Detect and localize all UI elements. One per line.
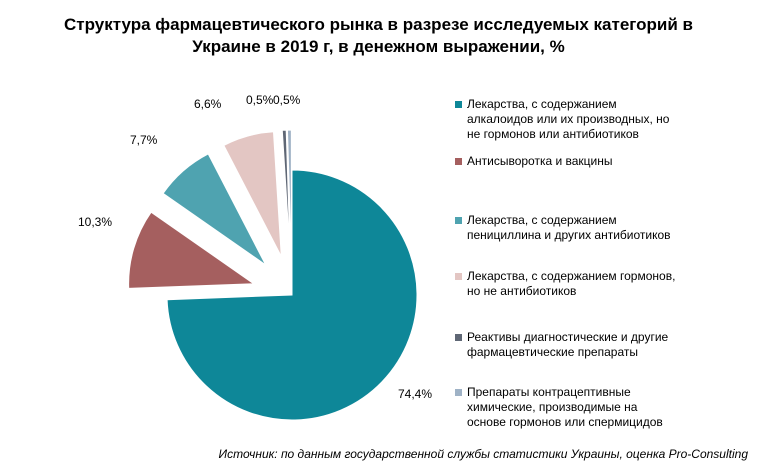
legend-item-4: Лекарства, с содержанием гормонов, но не…: [455, 269, 755, 299]
chart-title: Структура фармацевтического рынка в разр…: [0, 14, 757, 58]
data-label-6: 0,5%: [273, 93, 301, 107]
legend-item-5: Реактивы диагностические и другие фармац…: [455, 330, 755, 360]
legend-item-1: Лекарства, с содержанием алкалоидов или …: [455, 97, 755, 142]
pie-slice-2: [128, 211, 256, 289]
legend-item-3: Лекарства, с содержанием пенициллина и д…: [455, 213, 755, 243]
chart-title-line-2: Украине в 2019 г, в денежном выражении, …: [192, 37, 565, 56]
pie-slice-4: [223, 131, 282, 257]
legend-swatch-3: [455, 217, 462, 224]
pie-slice-3: [162, 153, 267, 266]
data-label-3: 7,7%: [130, 133, 158, 147]
data-label-5: 0,5%: [246, 93, 274, 107]
legend-label-1: Лекарства, с содержанием алкалоидов или …: [467, 97, 670, 141]
legend-label-6: Препараты контрацептивные химические, пр…: [467, 385, 663, 429]
legend-label-5: Реактивы диагностические и другие фармац…: [467, 330, 669, 359]
legend-swatch-1: [455, 101, 462, 108]
legend-item-6: Препараты контрацептивные химические, пр…: [455, 385, 755, 430]
legend-swatch-6: [455, 389, 462, 396]
chart-title-line-1: Структура фармацевтического рынка в разр…: [64, 15, 693, 34]
legend-swatch-2: [455, 158, 462, 165]
legend-swatch-5: [455, 334, 462, 341]
data-label-2: 10,3%: [78, 215, 112, 229]
pie-slice-6: [286, 129, 292, 256]
legend-label-3: Лекарства, с содержанием пенициллина и д…: [467, 213, 671, 242]
legend-swatch-4: [455, 273, 462, 280]
source-note: Источник: по данным государственной служ…: [218, 447, 748, 461]
pie-slice-1: [166, 169, 418, 421]
legend-label-2: Антисыворотка и вакцины: [467, 154, 613, 168]
legend-label-4: Лекарства, с содержанием гормонов, но не…: [467, 269, 676, 298]
legend-item-2: Антисыворотка и вакцины: [455, 154, 755, 169]
pie-slice-5: [281, 129, 291, 256]
data-label-1: 74,4%: [398, 387, 432, 401]
data-label-4: 6,6%: [194, 97, 222, 111]
